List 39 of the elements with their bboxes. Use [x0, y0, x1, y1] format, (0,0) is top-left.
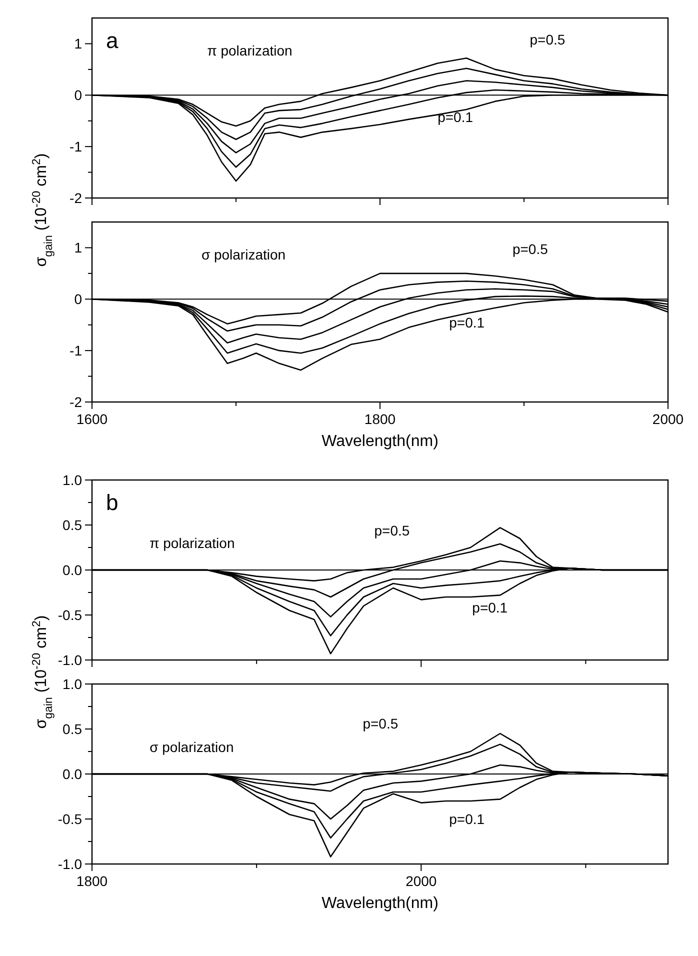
x-tick-label: 2000: [406, 873, 437, 889]
y-tick-label: 0: [74, 87, 82, 104]
y-tick-label: -0.5: [58, 606, 82, 623]
annotation: p=0.5: [512, 240, 548, 257]
annotation: p=0.1: [472, 600, 508, 616]
y-tick-label: -2: [70, 394, 82, 410]
text: a: [106, 28, 119, 53]
y-tick-label: 0.5: [62, 720, 82, 737]
y-tick-label: 1.0: [62, 676, 82, 692]
x-tick-label: 1800: [364, 411, 396, 427]
x-tick-label: 1600: [76, 411, 108, 427]
y-tick-label: 0.0: [62, 562, 82, 578]
y-tick-label: 0.5: [62, 516, 82, 533]
y-tick-label: 1.0: [62, 472, 82, 488]
x-axis-title: Wavelength(nm): [322, 895, 438, 912]
y-tick-label: 1: [74, 240, 82, 256]
annotation: p=0.5: [530, 32, 566, 48]
annotation: σ polarization: [150, 738, 234, 755]
text: b: [106, 490, 118, 515]
y-tick-label: -0.5: [58, 810, 82, 827]
y-tick-label: -2: [70, 190, 82, 206]
y-tick-label: -1: [70, 342, 82, 358]
annotation: p=0.1: [449, 314, 485, 331]
y-tick-label: -1.0: [58, 856, 82, 872]
y-tick-label: -1.0: [58, 652, 82, 668]
y-tick-label: -1: [70, 138, 82, 154]
x-tick-label: 2000: [652, 411, 684, 427]
annotation: σ polarization: [201, 246, 286, 262]
annotation: p=0.1: [438, 108, 474, 125]
annotation: p=0.5: [362, 716, 398, 732]
y-tick-label: 1: [74, 36, 82, 52]
annotation: p=0.5: [374, 522, 410, 538]
annotation: π polarization: [150, 534, 235, 551]
x-tick-label: 1800: [76, 873, 108, 889]
annotation: p=0.1: [449, 810, 485, 827]
y-tick-label: 0.0: [62, 766, 82, 782]
x-axis-title: Wavelength(nm): [322, 433, 438, 450]
y-tick-label: 0: [74, 291, 82, 308]
annotation: π polarization: [207, 42, 292, 58]
